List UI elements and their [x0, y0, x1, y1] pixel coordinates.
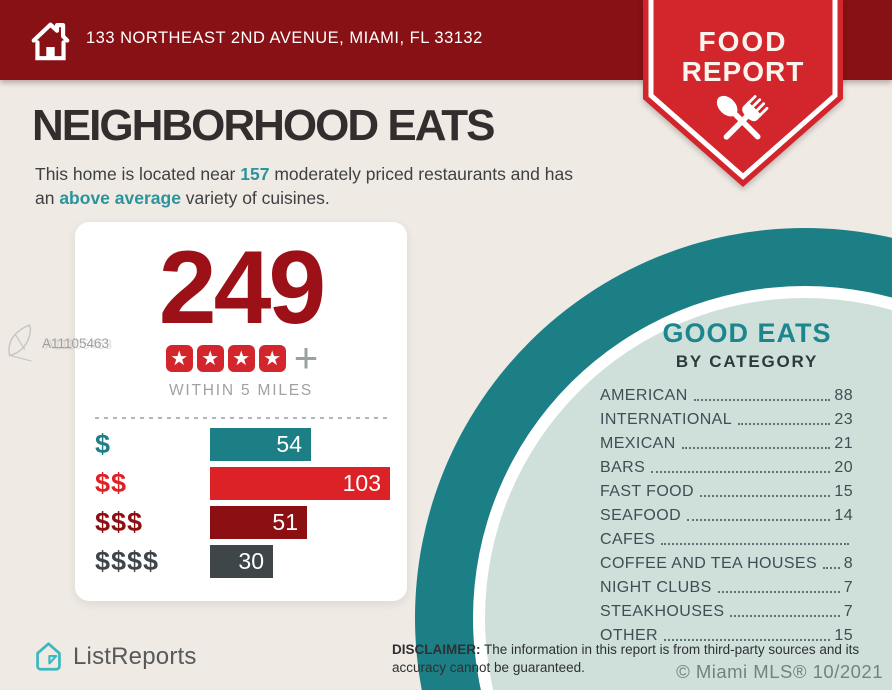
- category-row: COFFEE AND TEA HOUSES 8: [600, 549, 853, 573]
- watermark-logo-icon: [8, 323, 32, 362]
- category-label: OTHER: [600, 627, 658, 644]
- listreports-logo: ListReports: [33, 640, 197, 673]
- badge-line2: REPORT: [682, 56, 805, 87]
- listing-id: A11105463: [42, 335, 110, 351]
- category-label: STEAKHOUSES: [600, 603, 725, 620]
- category-row: INTERNATIONAL 23: [600, 405, 853, 429]
- category-row: CAFES: [600, 525, 853, 549]
- radius-label: WITHIN 5 MILES: [168, 382, 314, 399]
- dotted-leader: [699, 495, 831, 497]
- star-icon: ★: [227, 344, 255, 372]
- dotted-leader: [823, 567, 840, 569]
- listing-watermark: A11105463: [2, 322, 109, 364]
- bar-value: 54: [276, 431, 302, 457]
- category-value: 15: [834, 483, 853, 500]
- brand-name: ListReports: [73, 642, 197, 670]
- price-bar-row: $$$$ 30: [95, 545, 407, 578]
- category-value: 20: [834, 459, 853, 476]
- bar: 30: [210, 545, 273, 578]
- category-label: SEAFOOD: [600, 507, 682, 524]
- price-bar-row: $$ 103: [95, 467, 407, 500]
- dotted-leader: [738, 423, 831, 425]
- listreports-logo-icon: [36, 642, 61, 671]
- dotted-leader: [717, 591, 840, 593]
- good-eats-title: GOOD EATS: [662, 318, 832, 348]
- restaurant-count: 157: [240, 164, 270, 184]
- food-report-badge: FOOD REPORT: [643, 0, 843, 187]
- category-value: 7: [843, 579, 853, 596]
- category-label: AMERICAN: [600, 387, 688, 404]
- bar: 103: [210, 467, 390, 500]
- price-bar-row: $$$ 51: [95, 506, 407, 539]
- dashed-divider: [95, 417, 387, 419]
- bar-value: 30: [238, 548, 264, 574]
- good-eats-heading: GOOD EATS BY CATEGORY: [602, 318, 892, 372]
- category-value: 7: [843, 603, 853, 620]
- dotted-leader: [651, 471, 831, 473]
- category-row: SEAFOOD 14: [600, 501, 853, 525]
- dotted-leader: [730, 615, 840, 617]
- dotted-leader: [687, 519, 831, 521]
- home-icon: [31, 22, 70, 60]
- page-subtitle: This home is located near 157 moderately…: [35, 162, 595, 210]
- good-eats-subtitle: BY CATEGORY: [675, 352, 819, 371]
- category-row: FAST FOOD 15: [600, 477, 853, 501]
- price-tier-label: $$: [95, 468, 128, 498]
- category-value: 8: [843, 555, 853, 572]
- dotted-leader: [693, 399, 831, 401]
- mls-credit-watermark: © Miami MLS® 10/2021: [676, 661, 883, 682]
- spoon-and-fork-icon: [716, 95, 769, 140]
- category-label: FAST FOOD: [600, 483, 694, 500]
- price-tier-label: $$$: [95, 507, 144, 537]
- category-label: INTERNATIONAL: [600, 411, 733, 428]
- page-title: NEIGHBORHOOD EATS: [32, 101, 495, 150]
- category-value: 88: [834, 387, 853, 404]
- disclaimer-label: DISCLAIMER:: [392, 642, 481, 657]
- category-label: CAFES: [600, 531, 656, 548]
- price-bar-row: $ 54: [95, 428, 407, 461]
- restaurant-summary-card: 249 ★ ★ ★ ★ + WITHIN 5 MILES $ 54 $$ 103…: [75, 222, 407, 601]
- category-label: NIGHT CLUBS: [600, 579, 712, 596]
- property-address: 133 NORTHEAST 2ND AVENUE, MIAMI, FL 3313…: [86, 28, 483, 47]
- category-label: MEXICAN: [600, 435, 676, 452]
- category-label: COFFEE AND TEA HOUSES: [600, 555, 818, 572]
- category-value: 14: [834, 507, 853, 524]
- badge-line1: FOOD: [699, 26, 788, 57]
- price-tier-label: $$$$: [95, 546, 160, 576]
- price-tier-label: $: [95, 429, 112, 459]
- bar: 54: [210, 428, 311, 461]
- category-list: AMERICAN 88 INTERNATIONAL 23 MEXICAN 21 …: [600, 381, 853, 645]
- disclaimer-text: The information in this report is from t…: [392, 642, 860, 675]
- bar: 51: [210, 506, 307, 539]
- subtitle-text-1: This home is located near: [35, 164, 241, 184]
- variety-highlight: above average: [59, 188, 181, 208]
- badge-shape: [643, 0, 843, 187]
- disclaimer: DISCLAIMER: The information in this repo…: [392, 641, 878, 676]
- category-row: OTHER 15: [600, 621, 853, 645]
- subtitle-text-2: moderately priced restaurants and has an: [35, 164, 573, 208]
- category-value: 15: [834, 627, 853, 644]
- subtitle-text-3: variety of cuisines.: [180, 188, 330, 208]
- total-restaurants: 249: [158, 230, 327, 346]
- category-row: BARS 20: [600, 453, 853, 477]
- category-value: 21: [834, 435, 853, 452]
- bar-value: 51: [272, 509, 298, 535]
- dotted-leader: [664, 639, 831, 641]
- category-row: AMERICAN 88: [600, 381, 853, 405]
- plus-icon: +: [293, 334, 319, 381]
- category-row: MEXICAN 21: [600, 429, 853, 453]
- price-bar-chart: $ 54 $$ 103 $$$ 51 $$$$ 30: [75, 428, 407, 578]
- star-icon: ★: [165, 344, 193, 372]
- star-icon: ★: [196, 344, 224, 372]
- category-row: STEAKHOUSES 7: [600, 597, 853, 621]
- star-icon: ★: [258, 344, 286, 372]
- rating-stars: ★ ★ ★ ★ +: [75, 334, 407, 381]
- dotted-leader: [681, 447, 831, 449]
- category-row: NIGHT CLUBS 7: [600, 573, 853, 597]
- bar-value: 103: [342, 470, 381, 496]
- category-label: BARS: [600, 459, 646, 476]
- dotted-leader: [661, 543, 849, 545]
- category-value: 23: [834, 411, 853, 428]
